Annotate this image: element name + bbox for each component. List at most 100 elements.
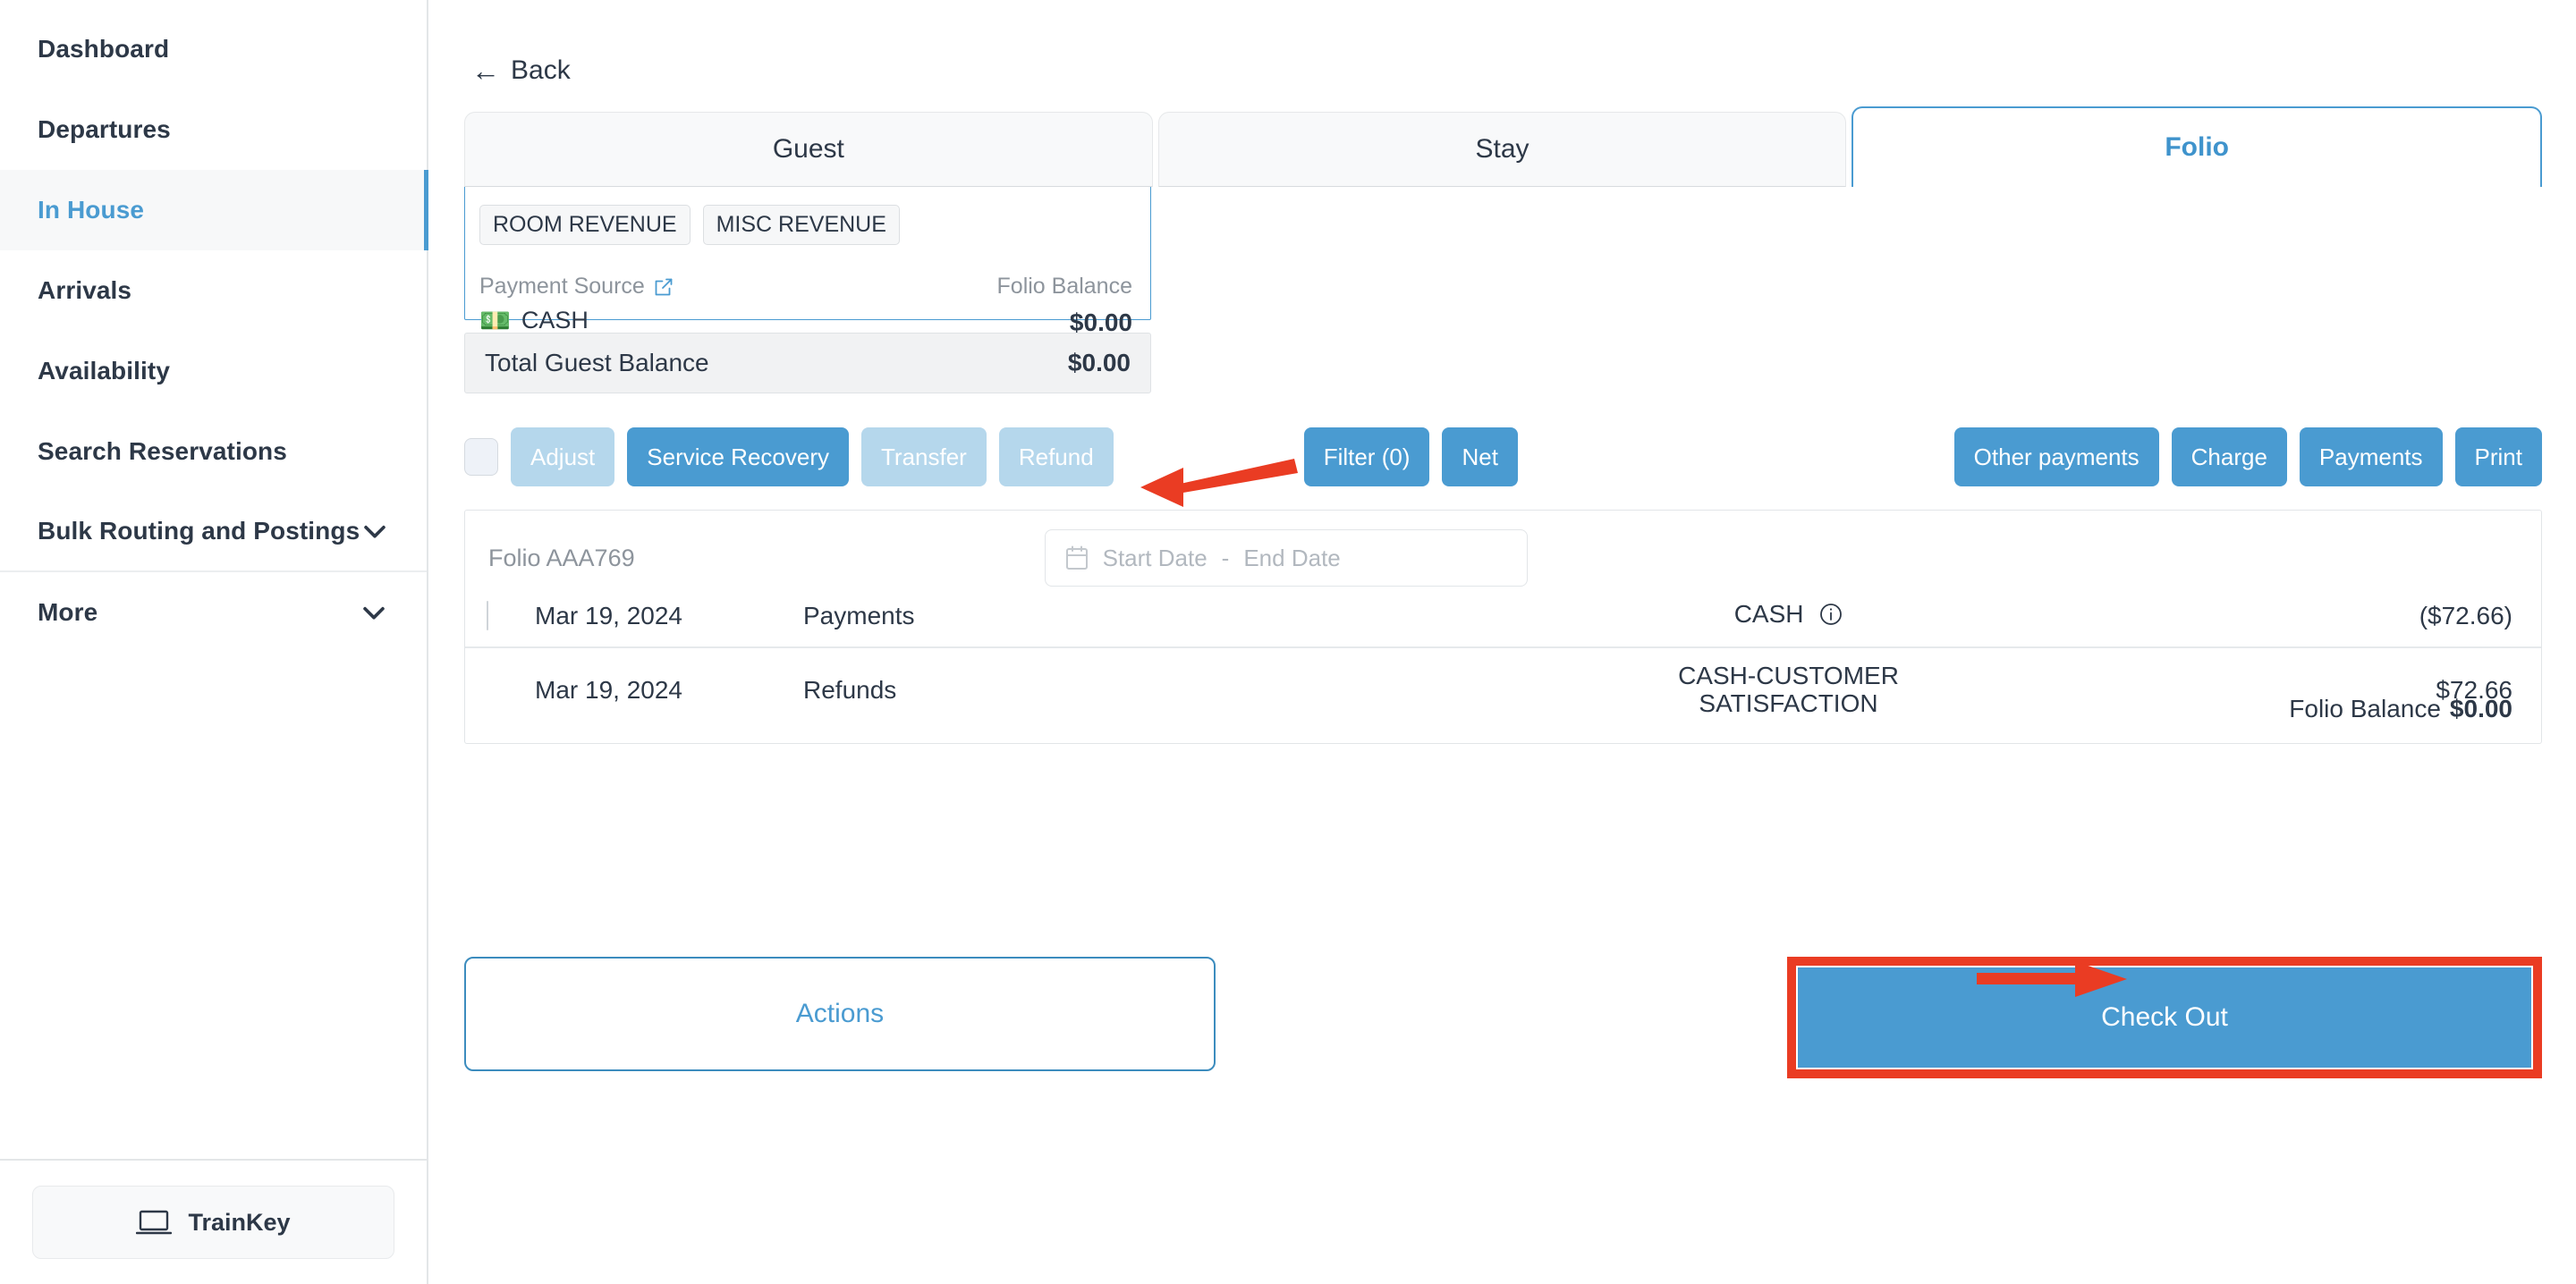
back-label: Back — [511, 55, 571, 85]
row-checkbox-cell — [465, 647, 535, 732]
row-type: Payments — [803, 586, 1304, 648]
chevron-down-icon — [360, 516, 390, 546]
sidebar-item-label: Search Reservations — [38, 437, 287, 465]
other-payments-button[interactable]: Other payments — [1953, 427, 2159, 486]
row-date: Mar 19, 2024 — [535, 675, 682, 704]
folio-transactions-table: Mar 19, 2024 Payments CASH ($72.6 — [465, 586, 2541, 732]
arrow-left-icon: ← — [471, 55, 500, 87]
row-description: CASH — [1733, 600, 1804, 628]
chip-room-revenue[interactable]: ROOM REVENUE — [479, 205, 691, 245]
adjust-button[interactable]: Adjust — [511, 427, 615, 486]
checkout-highlight-box: Check Out — [1787, 957, 2542, 1078]
check-out-button[interactable]: Check Out — [1798, 967, 2531, 1068]
toolbar-left-group: Adjust Service Recovery Transfer Refund — [464, 427, 1114, 486]
sidebar-item-search-reservations[interactable]: Search Reservations — [0, 411, 427, 492]
folio-table-panel: Folio AAA769 Start Date - End Date — [464, 510, 2542, 744]
toolbar-right-group: Other payments Charge Payments Print — [1953, 427, 2542, 486]
sidebar-footer: TrainKey — [0, 1159, 427, 1284]
row-amount: ($72.66) — [2273, 586, 2541, 648]
end-date-input[interactable]: End Date — [1243, 544, 1341, 571]
sidebar-nav: Dashboard Departures In House Arrivals A… — [0, 0, 428, 653]
sidebar-item-label: Dashboard — [38, 35, 170, 63]
row-amount: $72.66 — [2436, 675, 2512, 704]
edit-pencil-icon[interactable] — [654, 277, 674, 297]
filter-button[interactable]: Filter (0) — [1303, 427, 1430, 486]
transfer-button[interactable]: Transfer — [861, 427, 987, 486]
payment-source-label: Payment Source — [479, 274, 645, 299]
sidebar-item-in-house[interactable]: In House — [0, 170, 428, 250]
sidebar-item-label: Arrivals — [38, 276, 132, 304]
laptop-icon — [136, 1208, 173, 1237]
sidebar-item-more[interactable]: More — [0, 572, 427, 653]
refund-button[interactable]: Refund — [998, 427, 1114, 486]
folio-toolbar: Adjust Service Recovery Transfer Refund … — [464, 427, 2542, 486]
sidebar-item-label: More — [38, 598, 98, 626]
payments-button[interactable]: Payments — [2299, 427, 2443, 486]
trainkey-label: TrainKey — [188, 1208, 291, 1236]
sidebar: Dashboard Departures In House Arrivals A… — [0, 0, 428, 1284]
sidebar-item-availability[interactable]: Availability — [0, 331, 427, 411]
sidebar-item-label: In House — [38, 196, 145, 224]
info-icon[interactable] — [1819, 604, 1843, 631]
table-row[interactable]: Mar 19, 2024 Refunds CASH-CUSTOMER SATIS… — [465, 647, 2541, 732]
payment-source-block: Payment Source 💵 CASH — [479, 274, 674, 334]
folio-scroll-region: Folio AAA769 ROOM REVENUE MISC REVENUE — [464, 170, 2542, 1284]
folio-card-balance-label: Folio Balance — [996, 274, 1132, 299]
folio-card-balance-block: Folio Balance $0.00 — [997, 274, 1132, 337]
folio-summary-card: Folio AAA769 ROOM REVENUE MISC REVENUE — [464, 170, 1151, 336]
net-button[interactable]: Net — [1442, 427, 1518, 486]
bottom-action-bar: Actions Check Out — [464, 957, 2542, 1078]
tab-folio[interactable]: Folio — [1852, 106, 2543, 187]
chevron-down-icon — [359, 597, 389, 628]
folio-balance-value: $0.00 — [2449, 695, 2512, 722]
table-row[interactable]: Mar 19, 2024 Payments CASH ($72.6 — [465, 586, 2541, 648]
row-select-checkbox[interactable] — [487, 601, 488, 630]
payment-source-value-wrap: 💵 CASH — [479, 307, 674, 334]
payment-source-value: CASH — [521, 307, 589, 334]
trainkey-button[interactable]: TrainKey — [32, 1186, 394, 1259]
row-checkbox-cell — [465, 586, 535, 648]
sidebar-item-departures[interactable]: Departures — [0, 89, 427, 170]
select-all-checkbox[interactable] — [464, 438, 498, 476]
revenue-chips: ROOM REVENUE MISC REVENUE — [478, 205, 1138, 245]
total-guest-balance-value: $0.00 — [1067, 349, 1131, 376]
row-description-cell: CASH — [1304, 586, 2273, 648]
sidebar-item-label: Availability — [38, 357, 170, 384]
sidebar-item-bulk-routing-and-postings[interactable]: Bulk Routing and Postings — [0, 492, 427, 572]
folio-panel-title: Folio AAA769 — [488, 544, 635, 571]
back-button[interactable]: ← Back — [471, 55, 571, 86]
toolbar-middle-group: Filter (0) Net — [1303, 427, 1518, 486]
sidebar-spacer — [0, 653, 427, 1159]
detail-tabs: Guest Stay Folio — [464, 106, 2543, 187]
service-recovery-button[interactable]: Service Recovery — [627, 427, 849, 486]
start-date-input[interactable]: Start Date — [1102, 544, 1208, 571]
total-guest-balance-bar: Total Guest Balance $0.00 — [464, 333, 1151, 393]
row-type: Refunds — [803, 675, 897, 704]
sidebar-item-label: Bulk Routing and Postings — [38, 517, 360, 545]
sidebar-item-dashboard[interactable]: Dashboard — [0, 9, 427, 89]
calendar-icon — [1065, 545, 1089, 570]
sidebar-item-label: Departures — [38, 115, 171, 143]
row-description-cell: CASH-CUSTOMER SATISFACTION — [1304, 647, 2273, 732]
date-range-separator: - — [1221, 544, 1230, 571]
folio-balance-footer: Folio Balance $0.00 — [2289, 695, 2512, 723]
row-date: Mar 19, 2024 — [535, 586, 803, 648]
total-guest-balance-label: Total Guest Balance — [485, 349, 709, 376]
charge-button[interactable]: Charge — [2171, 427, 2287, 486]
row-description: CASH-CUSTOMER SATISFACTION — [1678, 662, 1899, 717]
sidebar-item-arrivals[interactable]: Arrivals — [0, 250, 427, 331]
print-button[interactable]: Print — [2454, 427, 2542, 486]
actions-button[interactable]: Actions — [464, 957, 1216, 1071]
payment-source-label-wrap: Payment Source — [479, 274, 674, 300]
main-content: ← Back Folio AAA769 ROOM REVENUE MISC — [428, 0, 2576, 1284]
chip-misc-revenue[interactable]: MISC REVENUE — [702, 205, 900, 245]
date-range-filter[interactable]: Start Date - End Date — [1044, 529, 1528, 587]
payment-source-row: Payment Source 💵 CASH — [478, 274, 1138, 337]
money-icon: 💵 — [479, 306, 511, 334]
folio-balance-label: Folio Balance — [2289, 695, 2441, 722]
folio-card-balance-value: $0.00 — [1069, 308, 1132, 336]
folio-panel-header: Folio AAA769 Start Date - End Date — [465, 511, 2541, 587]
tab-stay[interactable]: Stay — [1157, 112, 1847, 187]
tab-guest[interactable]: Guest — [464, 112, 1153, 187]
